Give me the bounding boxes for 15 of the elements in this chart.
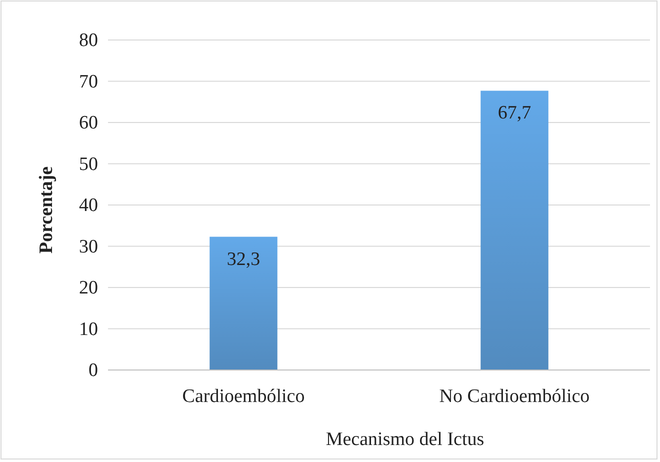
y-axis-title: Porcentaje: [36, 166, 57, 254]
x-tick-label: No Cardioembólico: [439, 386, 590, 407]
data-label: 67,7: [498, 102, 532, 124]
y-tick-label: 20: [79, 278, 98, 299]
x-axis-title: Mecanismo del Ictus: [326, 429, 484, 450]
y-tick-label: 50: [79, 154, 98, 175]
data-label: 32,3: [226, 248, 260, 270]
x-tick-label: Cardioembólico: [182, 386, 305, 407]
y-tick-label: 70: [79, 71, 98, 92]
y-tick-label: 30: [79, 236, 98, 258]
y-tick-label: 80: [79, 30, 98, 52]
y-tick-label: 40: [79, 195, 98, 216]
y-tick-label: 60: [79, 112, 98, 134]
y-tick-label: 0: [88, 360, 98, 382]
y-tick-label: 10: [79, 318, 98, 340]
